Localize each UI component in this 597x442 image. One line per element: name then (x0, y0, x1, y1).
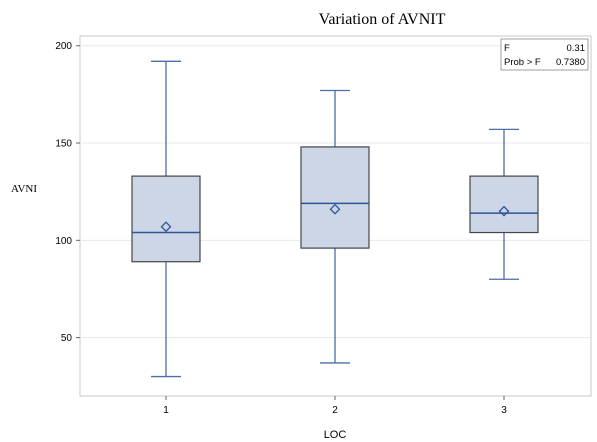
box-group-loc-2 (300, 89, 370, 364)
y-tick-label: 150 (55, 139, 72, 150)
x-tick-label: 3 (501, 405, 507, 416)
y-tick-label: 200 (55, 41, 72, 52)
stat-f-value: 0.31 (567, 43, 586, 54)
x-tick-label: 2 (332, 405, 338, 416)
iqr-box (469, 175, 539, 234)
y-tick-label: 100 (55, 236, 72, 247)
boxes-layer (131, 60, 539, 378)
x-tick-label: 1 (163, 405, 169, 416)
x-axis-ticks: 1 2 3 (163, 396, 507, 416)
stat-prob-value: 0.7380 (556, 57, 585, 68)
mean-marker (160, 221, 172, 233)
stat-prob-label: Prob > F (504, 57, 541, 68)
y-axis-label: AVNI (11, 183, 37, 195)
box-group-loc-3 (469, 128, 539, 280)
iqr-box (131, 175, 201, 263)
stats-inset: F 0.31 Prob > F 0.7380 (500, 38, 589, 71)
stat-f-label: F (504, 43, 510, 54)
chart-title: Variation of AVNIT (319, 11, 446, 28)
iqr-box (300, 146, 370, 249)
y-axis-ticks: 50 100 150 200 (55, 41, 80, 344)
mean-marker (329, 203, 341, 215)
y-tick-label: 50 (61, 333, 73, 344)
mean-marker (498, 205, 510, 217)
stats-inset-frame (500, 38, 589, 71)
x-axis-label: LOC (324, 429, 347, 441)
box-group-loc-1 (131, 60, 201, 378)
